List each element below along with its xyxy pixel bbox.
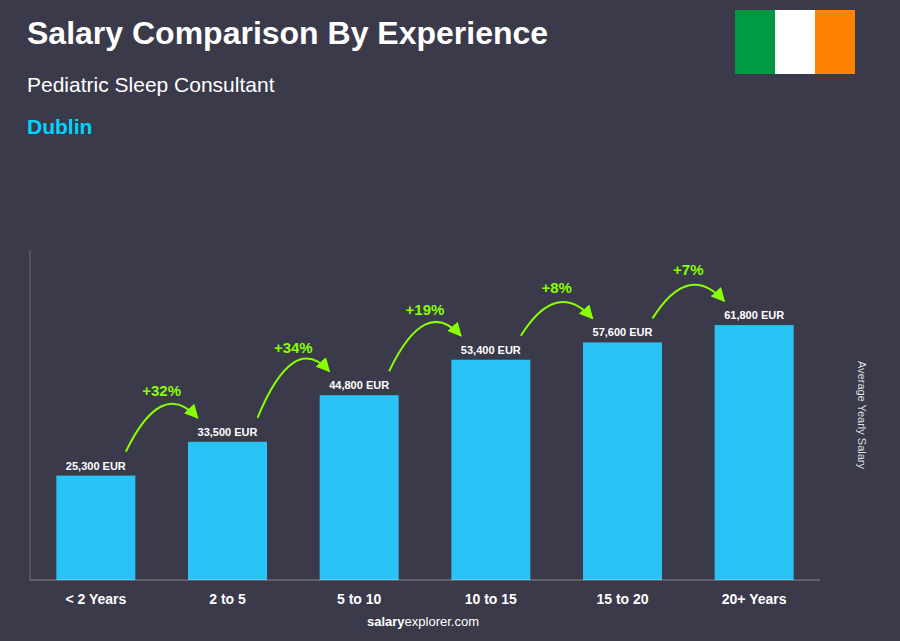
x-tick-label: 5 to 10 xyxy=(337,591,382,607)
flag-stripe xyxy=(775,10,815,74)
change-label: +8% xyxy=(541,279,571,296)
data-label: 57,600 EUR xyxy=(593,326,653,338)
change-label: +34% xyxy=(274,339,313,356)
change-arrow xyxy=(653,285,725,319)
flag-stripe xyxy=(815,10,855,74)
change-arrow xyxy=(126,404,198,452)
watermark-part: salary xyxy=(367,614,405,629)
bar xyxy=(188,442,267,580)
x-axis xyxy=(30,580,820,581)
bar xyxy=(320,395,399,580)
change-arrow xyxy=(389,322,461,371)
bars xyxy=(56,325,793,580)
y-axis xyxy=(30,250,31,580)
bar xyxy=(451,360,530,580)
x-tick-label: 2 to 5 xyxy=(209,591,246,607)
change-label: +19% xyxy=(406,301,445,318)
change-arrow xyxy=(521,302,593,336)
change-arrow xyxy=(258,359,330,418)
city: Dublin xyxy=(27,115,92,138)
title: Salary Comparison By Experience xyxy=(27,15,548,51)
change-label: +7% xyxy=(673,261,703,278)
data-label: 33,500 EUR xyxy=(198,426,258,438)
watermark-part: explorer.com xyxy=(405,614,479,629)
bar xyxy=(715,325,794,580)
bar xyxy=(583,342,662,580)
data-label: 53,400 EUR xyxy=(461,344,521,356)
flag-stripe xyxy=(735,10,775,74)
flag xyxy=(735,10,855,74)
y-axis-label: Average Yearly Salary xyxy=(856,361,868,470)
bar xyxy=(56,476,135,580)
x-tick-label: 15 to 20 xyxy=(596,591,648,607)
data-label: 61,800 EUR xyxy=(724,309,784,321)
x-tick-label: 10 to 15 xyxy=(465,591,517,607)
background xyxy=(0,0,900,641)
data-label: 25,300 EUR xyxy=(66,460,126,472)
data-label: 44,800 EUR xyxy=(329,379,389,391)
change-label: +32% xyxy=(142,382,181,399)
x-tick-label: < 2 Years xyxy=(65,591,126,607)
watermark: salaryexplorer.com xyxy=(367,614,479,629)
x-tick-label: 20+ Years xyxy=(722,591,787,607)
chart: Salary Comparison By Experience Pediatric… xyxy=(0,0,900,641)
subtitle: Pediatric Sleep Consultant xyxy=(27,73,275,96)
